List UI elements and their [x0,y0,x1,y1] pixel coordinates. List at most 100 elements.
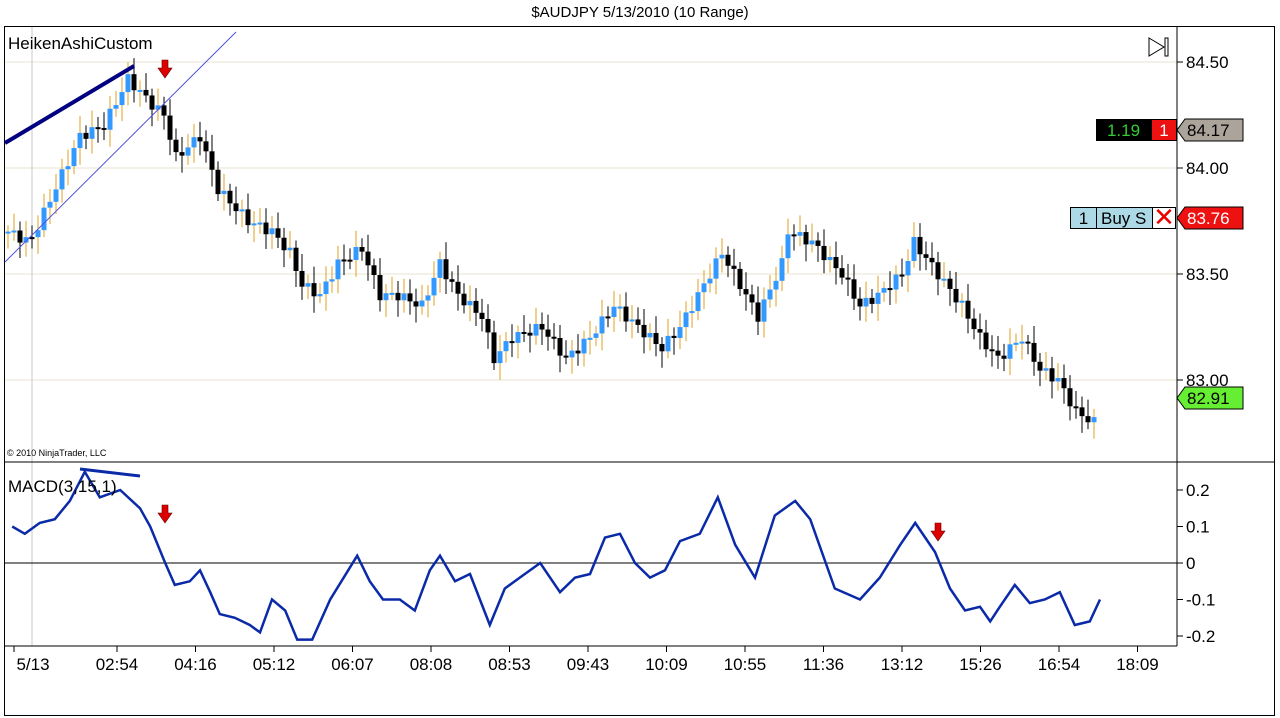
candle [677,310,683,350]
candle [587,320,593,355]
candle [23,220,29,257]
candle [275,212,281,249]
candle [779,245,785,292]
order-label[interactable]: Buy S [1096,207,1153,229]
candle [83,125,89,150]
candle [209,134,215,187]
candle [929,242,935,276]
macd-tick-label: -0.1 [1186,591,1215,610]
candle [53,173,59,215]
candle [1085,399,1091,430]
candle [941,262,947,288]
candle [77,115,83,165]
position-pnl[interactable]: 1.19 [1096,119,1151,141]
candle [443,242,449,295]
candle [1013,333,1019,352]
chart-frame [4,26,1275,716]
candle [101,112,107,141]
candle [221,173,227,211]
price-tick-label: 84.50 [1186,53,1229,72]
candle [953,271,959,313]
candle [689,295,695,328]
down-arrow-icon[interactable] [157,504,173,524]
candle [269,215,275,250]
candle [113,91,119,117]
candle [341,244,347,276]
candle [653,316,659,357]
candle [95,116,101,143]
candle [1037,353,1043,387]
candle [797,215,803,247]
candle [359,238,365,261]
candle [29,225,35,249]
candle [437,251,443,293]
down-arrow-icon[interactable] [930,522,946,542]
candle [623,292,629,332]
macd-label: MACD(3,15,1) [8,477,117,496]
candle [71,140,77,175]
candle [1007,328,1013,376]
candle [191,123,197,163]
candle [821,229,827,274]
candle [917,223,923,271]
candle [833,241,839,285]
candle [413,288,419,323]
candle [647,323,653,351]
candle [5,225,11,249]
candle [395,281,401,317]
candle [347,248,353,270]
time-tick-label: 10:09 [645,655,688,674]
candle [89,110,95,154]
candle [947,270,953,306]
candle [971,308,977,340]
candle [731,248,737,286]
time-tick-label: 04:16 [174,655,217,674]
candle [1025,334,1031,355]
position-quantity[interactable]: 1 [1151,119,1177,141]
candle [707,263,713,293]
candle [281,227,287,268]
candle [671,327,677,355]
candle [353,230,359,277]
close-x-icon[interactable]: ✕ [1152,202,1176,232]
candle [371,258,377,290]
down-arrow-icon[interactable] [157,59,173,79]
candle [119,77,125,122]
copyright-text: © 2010 NinjaTrader, LLC [7,448,107,458]
candle [311,266,317,313]
time-tick-label: 05:12 [253,655,296,674]
candle [323,266,329,311]
candle [59,158,65,203]
candle [473,288,479,327]
candle [335,245,341,294]
candle [1043,351,1049,380]
candle [593,326,599,346]
price-tick-label: 84.00 [1186,159,1229,178]
candle [839,255,845,285]
candle [425,285,431,318]
candle [485,304,491,349]
price-tick-label: 83.00 [1186,371,1229,390]
candle [785,218,791,274]
candle [197,121,203,156]
candle [851,264,857,310]
candle [167,99,173,156]
candle [1049,356,1055,399]
candle [545,314,551,351]
candle [419,284,425,315]
time-tick-label: 02:54 [96,655,139,674]
channel-line-drawing[interactable] [4,31,237,263]
candle [317,283,323,304]
candle [257,208,263,234]
candle [143,73,149,103]
candle [1031,326,1037,376]
candle [383,283,389,317]
candle [233,186,239,225]
order-quantity[interactable]: 1 [1070,207,1097,229]
macd-divergence-line[interactable] [79,467,141,478]
candle [455,265,461,311]
skip-to-end-icon[interactable] [1148,37,1169,57]
trendline-drawing[interactable] [3,64,136,145]
candle [227,183,233,216]
